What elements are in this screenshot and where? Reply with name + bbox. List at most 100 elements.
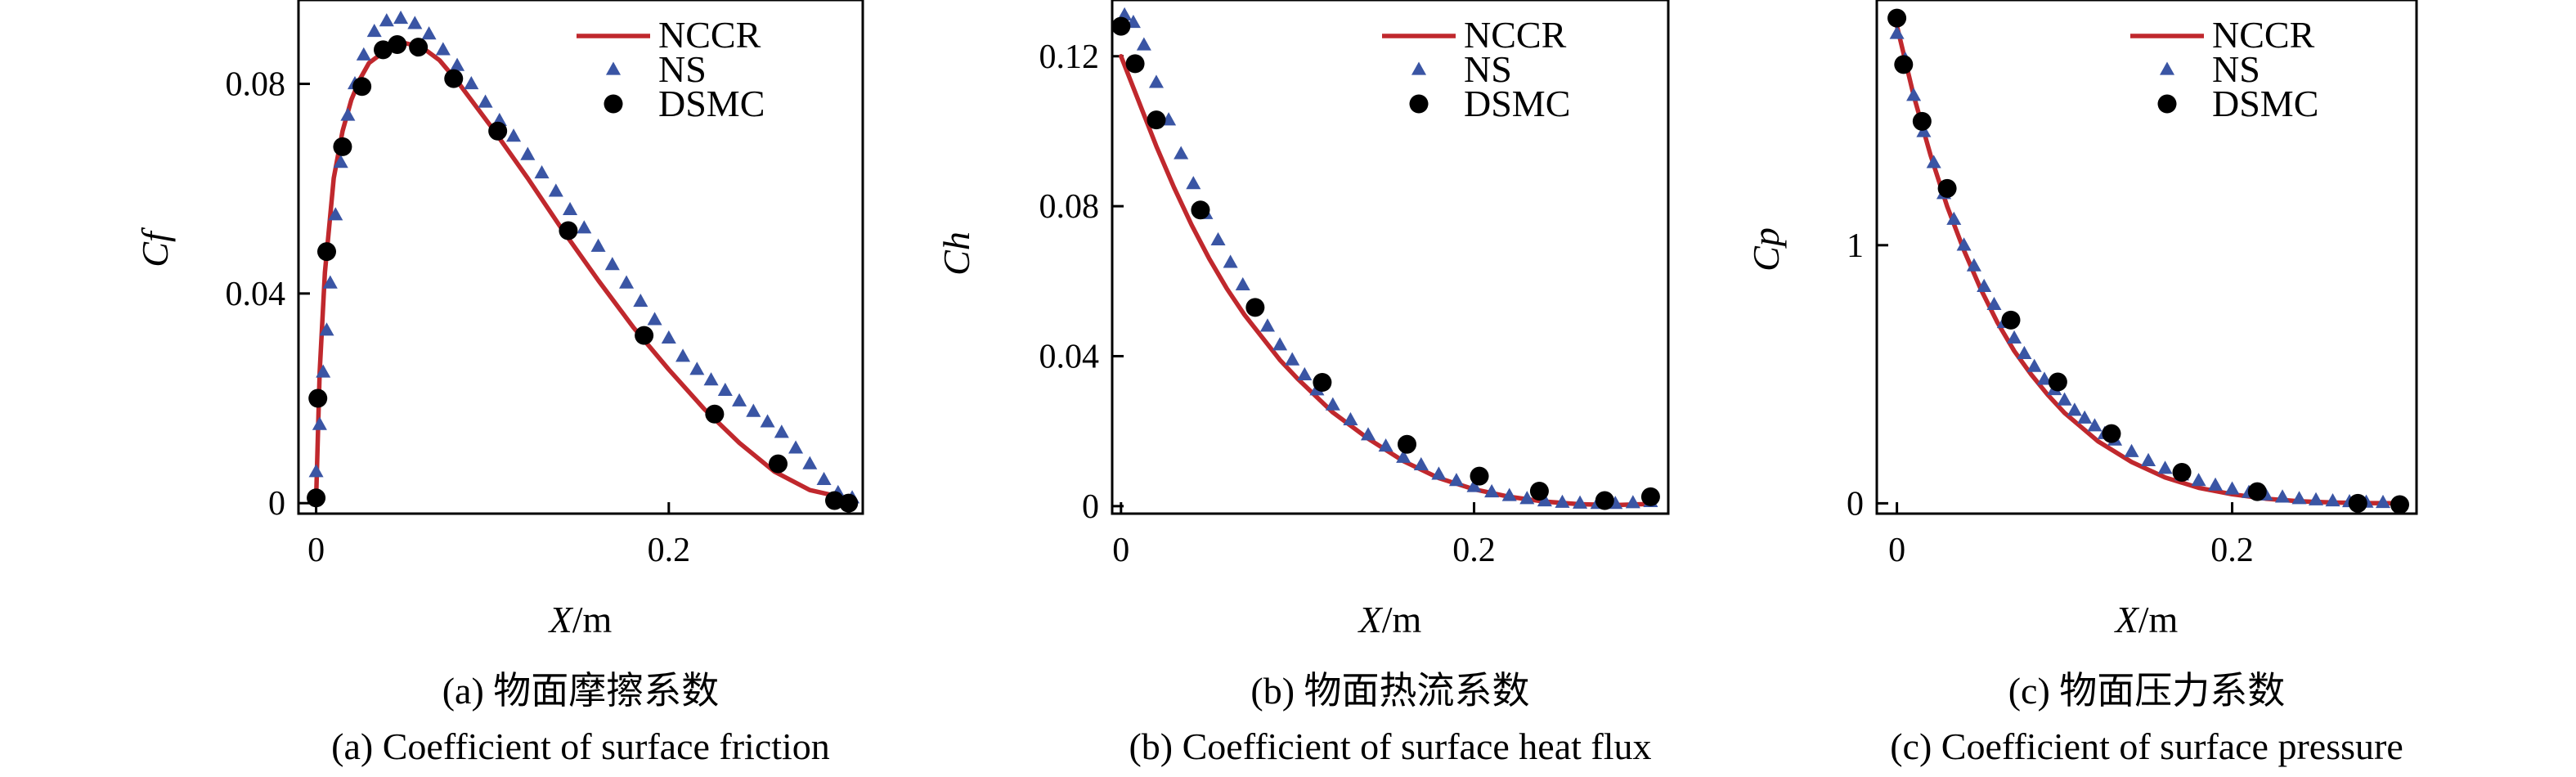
panel-a-series-ns-point xyxy=(520,146,536,160)
panel-b-series-dsmc-point xyxy=(1398,434,1417,454)
panel-c-xlabel-unit: /m xyxy=(2138,599,2179,640)
panel-c-ylabel: Cp xyxy=(1745,227,1787,272)
panel-a-ytick-label: 0.04 xyxy=(226,276,286,313)
panel-c-caption-zh: (c) 物面压力系数 xyxy=(2008,670,2286,712)
panel-b-ytick-label: 0.12 xyxy=(1039,38,1100,76)
panel-c-series-ns-point xyxy=(1977,278,1992,292)
panel-b-ytick-label: 0 xyxy=(1082,488,1099,526)
panel-c-series-ns-point xyxy=(2375,494,2391,509)
panel-b-series-ns-point xyxy=(1259,318,1275,332)
panel-a-series-dsmc-point xyxy=(635,326,654,345)
panel-a-series-dsmc-point xyxy=(444,69,464,88)
panel-b-series-ns-point xyxy=(1210,231,1226,246)
panel-a-series-ns-point xyxy=(435,42,451,56)
panel-a-caption-zh: (a) 物面摩擦系数 xyxy=(442,670,720,712)
panel-b-legend-swatch-dsmc xyxy=(1409,94,1429,114)
panel-c-ytick-label: 0 xyxy=(1847,485,1864,523)
panel-c-series-ns-point xyxy=(1986,296,2002,311)
panel-b-series-dsmc-point xyxy=(1147,110,1166,130)
panel-a-series-dsmc-point xyxy=(388,34,407,54)
panel-a-series-ns-point xyxy=(548,183,563,197)
panel-c-series-ns-point xyxy=(2191,473,2206,487)
panel-b-series-ns-point xyxy=(1285,352,1300,366)
panel-b-series-ns-point xyxy=(1625,495,1640,509)
panel-c-series-dsmc-point xyxy=(1912,111,1932,131)
panel-b-series-dsmc-point xyxy=(1112,16,1131,36)
panel-a-series-ns-point xyxy=(675,348,691,362)
panel-a-xtick-label: 0.2 xyxy=(648,532,691,569)
panel-c-series-ns-point xyxy=(2067,402,2082,416)
panel-b-series-ns-point xyxy=(1148,74,1164,88)
panel-a-data-area xyxy=(307,10,860,513)
panel-c-data-area xyxy=(1887,8,2409,514)
panel-b-legend-label-ns: NS xyxy=(1464,48,1512,90)
panel-a-series-ns-point xyxy=(816,471,832,485)
panel-a-series-ns-point xyxy=(732,393,747,406)
panel-c-legend-label-ns: NS xyxy=(2212,48,2260,90)
panel-a-ytick-label: 0.08 xyxy=(226,66,286,104)
panel-a-series-ns-point xyxy=(604,257,620,271)
panel-c-series-ns-point xyxy=(2087,418,2103,432)
panel-a-series-ns-point xyxy=(703,372,719,386)
panel-b-series-nccr-line xyxy=(1119,54,1654,508)
panel-c-series-ns-point xyxy=(2141,452,2156,466)
panel-b-axes-frame xyxy=(1111,0,1670,515)
panel-c-legend-swatch-dsmc xyxy=(2157,94,2177,114)
panel-a-series-ns-point xyxy=(534,164,550,179)
panel-a-series-ns-point xyxy=(506,128,522,142)
panel-a-series-dsmc-point xyxy=(409,38,429,57)
panel-b-xtick-label: 0 xyxy=(1112,532,1129,569)
panel-b-series-ns-point xyxy=(1343,411,1358,426)
panel-c-series-ns-point xyxy=(2224,481,2240,495)
panel-b-series-ns-point xyxy=(1413,456,1429,471)
panel-b-legend-label-dsmc: DSMC xyxy=(1464,83,1570,124)
panel-b-data-area xyxy=(1112,7,1660,510)
panel-b-series-ns-point xyxy=(1431,466,1447,480)
panel-a-series-ns-point xyxy=(788,440,804,454)
panel-b-ylabel: Ch xyxy=(936,231,977,276)
panel-a-series-dsmc-point xyxy=(769,454,788,474)
panel-a-legend-label-nccr: NCCR xyxy=(658,14,761,56)
panel-a-series-ns-point xyxy=(356,47,371,61)
panel-b-series-ns-point xyxy=(1325,397,1340,411)
panel-a-series-dsmc-point xyxy=(307,488,326,508)
panel-b-series-ns-point xyxy=(1378,438,1393,452)
panel-a-series-dsmc-point xyxy=(317,242,336,262)
panel-c-xlabel-var: X xyxy=(2114,599,2140,640)
panel-a-series-ns-point xyxy=(393,10,409,25)
panel-a-series-ns-point xyxy=(689,362,705,375)
panel-c-series-dsmc-point xyxy=(2001,310,2021,330)
panel-c-series-ns-point xyxy=(2017,345,2032,359)
panel-c-series-ns-point xyxy=(1956,237,1972,251)
panel-c-series-ns-point xyxy=(2291,491,2307,505)
panel-b-series-dsmc-point xyxy=(1125,54,1145,74)
panel-b-series-ns-point xyxy=(1223,254,1238,268)
panel-a-series-ns-point xyxy=(319,322,334,336)
panel-b-series-ns-point xyxy=(1174,146,1189,159)
panel-c-legend-label-nccr: NCCR xyxy=(2212,14,2315,56)
panel-c-xtick-label: 0 xyxy=(1888,532,1905,569)
panel-a-series-ns-point xyxy=(717,382,733,397)
panel-b-series-dsmc-point xyxy=(1245,298,1265,317)
panel-c-series-ns-point xyxy=(2077,410,2093,424)
panel-c-series-dsmc-point xyxy=(2390,495,2409,514)
panel-a-caption-en: (a) Coefficient of surface friction xyxy=(331,725,830,767)
panel-b-series-ns-point xyxy=(1519,491,1535,505)
panel-c-legend-swatch-ns xyxy=(2159,61,2175,75)
panel-a-series-dsmc-point xyxy=(825,491,844,510)
panel-a-series-ns-point xyxy=(619,275,635,289)
panel-c-series-dsmc-point xyxy=(2172,463,2192,483)
panel-b-series-ns-point xyxy=(1573,495,1588,509)
panel-a-xlabel-var: X xyxy=(548,599,574,640)
panel-a-series-ns-point xyxy=(590,238,606,252)
panel-b-series-dsmc-point xyxy=(1595,491,1614,510)
panel-a-series-ns-point xyxy=(661,330,676,344)
panel-b-series-dsmc-point xyxy=(1470,466,1489,486)
panel-a-series-ns-point xyxy=(340,107,356,121)
panel-b-xlabel: X/m xyxy=(1358,599,1422,640)
panel-b-series-ns-point xyxy=(1272,337,1288,351)
